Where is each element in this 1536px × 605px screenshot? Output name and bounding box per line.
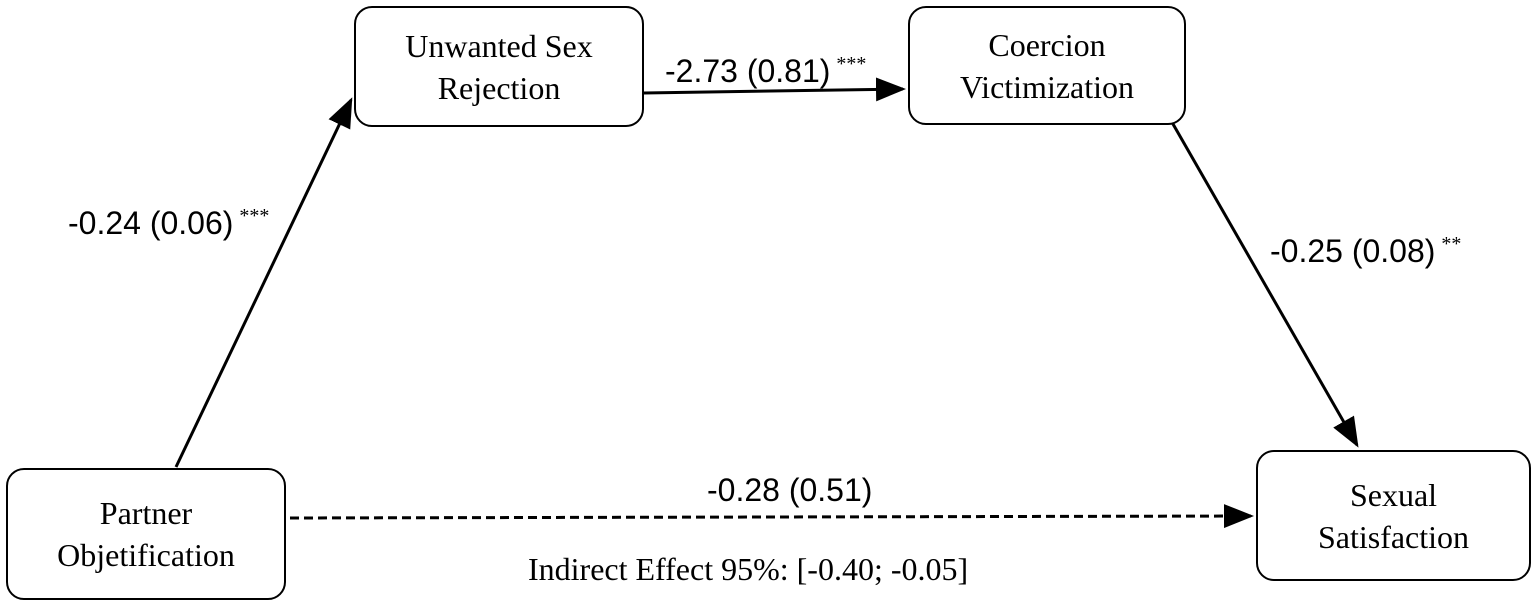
path-a-coef: -0.24 (0.06) — [68, 205, 234, 241]
node-coercion-victimization: Coercion Victimization — [908, 6, 1186, 125]
node-partner-objetification: Partner Objetification — [6, 468, 286, 600]
node-sexual-satisfaction: Sexual Satisfaction — [1256, 450, 1531, 581]
path-d-sig: *** — [836, 53, 867, 75]
path-b-coef: -0.25 (0.08) — [1270, 233, 1436, 269]
node-unwanted-sex-rejection: Unwanted Sex Rejection — [354, 6, 644, 127]
path-c-coef: -0.28 (0.51) — [707, 472, 873, 508]
node-sexual-line1: Sexual — [1349, 476, 1438, 513]
arrow-coercion-to-sexual — [1171, 123, 1359, 448]
node-coercion-line1: Coercion — [988, 26, 1106, 63]
path-b-label: -0.25 (0.08) ** — [1270, 226, 1461, 269]
node-sexual-line2: Satisfaction — [1317, 518, 1470, 555]
arrow-partner-to-unwanted — [174, 97, 353, 468]
path-a-label: -0.24 (0.06) *** — [68, 198, 269, 241]
node-unwanted-line1: Unwanted Sex — [405, 27, 593, 64]
arrow-unwanted-to-coercion — [643, 77, 906, 102]
path-d-label: -2.73 (0.81) *** — [665, 46, 866, 89]
node-partner-line1: Partner — [99, 495, 193, 531]
path-c-label: -0.28 (0.51) — [707, 472, 872, 508]
path-a-sig: *** — [239, 205, 270, 227]
path-b-sig: ** — [1441, 233, 1462, 255]
node-unwanted-line2: Rejection — [437, 69, 561, 106]
arrow-partner-to-sexual-direct — [289, 504, 1254, 529]
indirect-effect-label: Indirect Effect 95%: [-0.40; -0.05] — [528, 551, 969, 587]
path-d-coef: -2.73 (0.81) — [665, 53, 831, 89]
node-coercion-line2: Victimization — [959, 68, 1135, 105]
node-partner-line2: Objetification — [57, 537, 235, 573]
